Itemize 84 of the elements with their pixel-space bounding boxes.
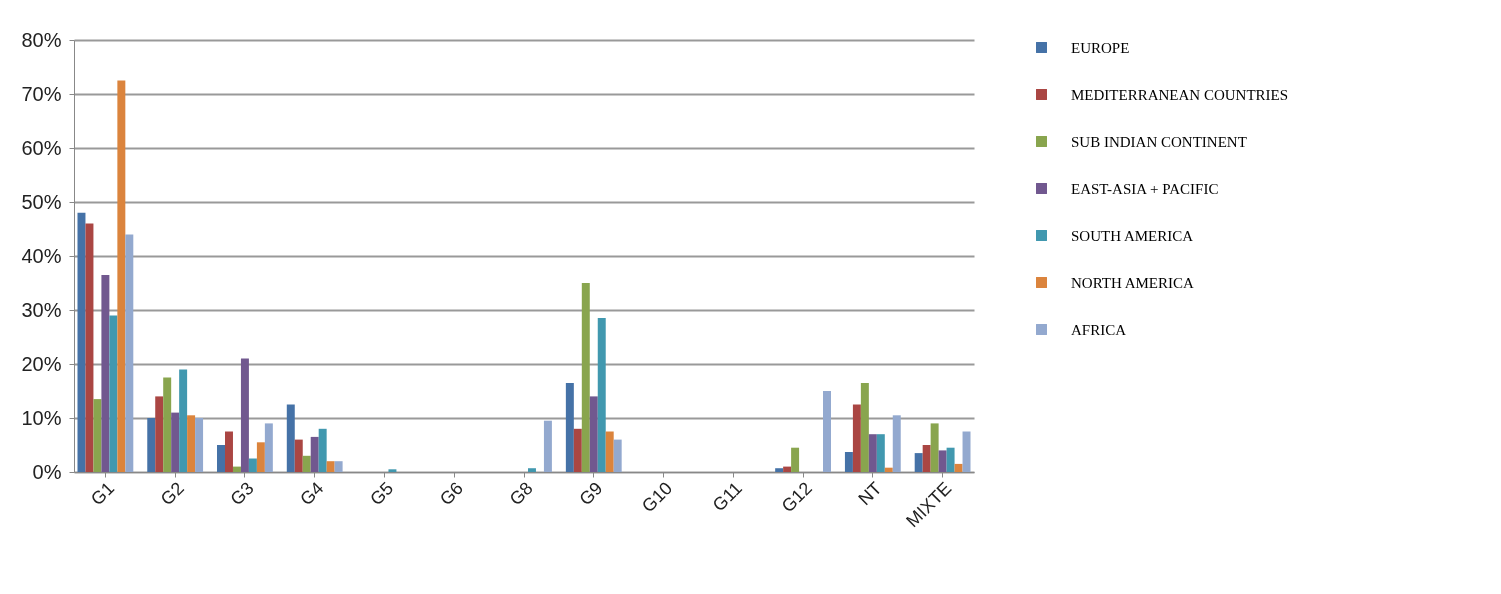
bar [264,423,273,472]
x-tick-label: G5 [366,478,398,510]
bar [294,439,303,472]
x-tick-label: G4 [296,478,328,510]
y-tick-label: 30% [21,298,62,321]
legend-label: NORTH AMERICA [1071,274,1195,291]
bar [326,461,335,472]
x-tick-label: G6 [435,478,467,510]
x-tick-label: G2 [156,478,188,510]
bar [318,428,327,472]
bar [775,468,784,472]
bar [922,445,931,472]
bar [962,431,971,472]
y-tick-label: 80% [21,28,62,51]
bar [914,453,923,472]
x-tick-label: G9 [575,478,607,510]
y-tick-label: 60% [21,136,62,159]
y-tick-label: 40% [21,244,62,267]
bar [938,450,947,472]
bar [77,212,86,472]
bar [930,423,939,472]
bar [286,404,295,472]
bar [581,283,590,472]
bar [954,463,963,472]
bar [605,431,614,472]
legend-label: AFRICA [1071,321,1127,338]
bar [147,418,156,472]
legend-label: SUB INDIAN CONTINENT [1071,133,1247,150]
bar [85,223,94,472]
bar [232,466,241,472]
bar [109,315,118,472]
bar [388,469,397,472]
y-tick-label: 0% [32,460,62,483]
bar [823,391,831,472]
x-tick-label: G10 [638,478,677,517]
x-tick-label: G11 [708,478,747,516]
bar [946,447,955,472]
bar [543,420,552,472]
legend-label: SOUTH AMERICA [1071,227,1194,244]
bar [860,382,869,472]
bar [892,415,901,472]
bar [573,428,582,472]
y-tick-label: 20% [21,352,62,375]
bar [125,234,134,472]
bar [163,377,172,472]
x-tick-label: G1 [87,478,119,510]
bar [217,445,225,472]
bar [155,396,164,472]
y-tick-label: 70% [21,82,62,105]
bar [565,382,574,472]
bar [179,369,188,472]
bar [527,468,536,472]
legend-label: EUROPE [1071,39,1130,56]
bar [117,80,126,472]
x-tick-label: G8 [505,478,537,510]
bar [302,455,311,472]
bar [195,418,204,472]
bar [225,431,233,472]
x-tick-label: G12 [777,478,816,517]
y-tick-label: 50% [21,190,62,213]
bar [248,458,257,472]
bar [310,436,319,472]
legend-label: MEDITERRANEAN COUNTRIES [1071,86,1289,103]
bar [597,318,606,472]
bar [187,415,196,472]
x-tick-label: NT [854,478,886,510]
bar [876,434,885,472]
bar [783,466,792,472]
bar [868,434,877,472]
bar [240,358,249,472]
bar [101,274,110,472]
bar [589,396,598,472]
legend-label: EAST-ASIA + PACIFIC [1071,180,1219,197]
bar [93,399,102,472]
bar [256,442,265,472]
y-tick-label: 10% [21,406,62,429]
bar [171,412,180,472]
bar [852,404,861,472]
bar [334,461,343,472]
bar [613,439,622,472]
bar [884,467,893,472]
bar [844,452,853,472]
bar [791,447,800,472]
x-tick-label: G3 [226,478,258,510]
